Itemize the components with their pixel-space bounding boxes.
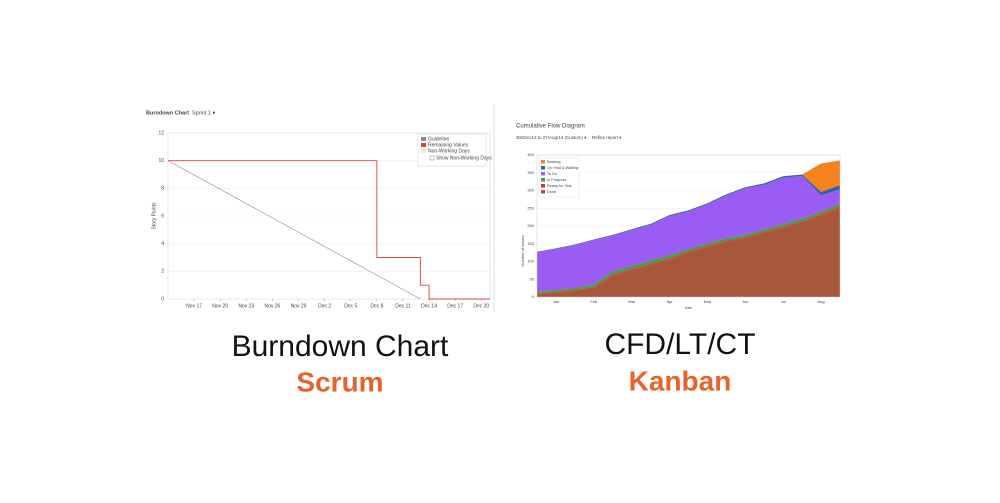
series-line <box>167 160 421 300</box>
legend-box <box>538 157 580 198</box>
y-tick-label: 2 <box>161 269 164 275</box>
x-tick-label: Aug <box>818 299 825 304</box>
legend-label: Remaining Values <box>428 142 469 148</box>
y-tick-label: 6 <box>161 213 164 219</box>
area-series <box>537 175 840 292</box>
x-tick-label: Mar <box>628 299 636 304</box>
y-axis-label: Story Points <box>151 202 157 229</box>
sprint-selector: Sprint 1 ▾ <box>192 110 215 116</box>
legend-label: Backlog <box>547 160 561 164</box>
legend-label: In Progress <box>547 178 567 182</box>
legend-label: Done <box>547 190 556 194</box>
caption-title: CFD/LT/CT <box>604 328 755 361</box>
legend-label: Ready for Test <box>547 184 572 188</box>
legend-swatch <box>541 160 545 164</box>
x-tick-label: Apr <box>666 299 673 304</box>
x-tick-label: Nov 20 <box>212 303 228 309</box>
legend-swatch <box>541 166 545 170</box>
x-tick-label: Nov 23 <box>238 303 254 309</box>
y-tick-label: 150 <box>527 241 534 246</box>
refine-report[interactable]: Refine report ▾ <box>592 135 622 140</box>
x-tick-label: Dec 8 <box>370 303 383 309</box>
x-tick-label: Nov 26 <box>265 303 281 309</box>
y-tick-label: 0 <box>532 294 535 299</box>
checkbox[interactable] <box>429 155 435 161</box>
y-tick-label: 100 <box>527 259 534 264</box>
toggle-label[interactable]: Show Non-Working Days <box>436 155 492 161</box>
x-tick-label: Jan <box>553 299 559 304</box>
y-tick-label: 200 <box>527 223 534 228</box>
caption-subtitle: Scrum <box>296 366 383 397</box>
legend-swatch <box>421 143 426 147</box>
legend-swatch <box>421 137 426 141</box>
legend-label: On Hold & Waiting <box>547 166 578 170</box>
caption-subtitle: Kanban <box>629 365 732 396</box>
y-tick-label: 400 <box>527 152 534 157</box>
y-tick-label: 10 <box>158 158 164 164</box>
x-tick-label: Nov 29 <box>291 303 307 309</box>
x-tick-label: Dec 17 <box>447 303 463 309</box>
y-tick-label: 12 <box>158 130 164 136</box>
y-axis-label: Number of issues <box>520 235 525 266</box>
x-tick-label: Dec 20 <box>473 303 489 309</box>
y-tick-label: 50 <box>530 276 535 281</box>
legend-box <box>417 133 487 167</box>
y-tick-label: 0 <box>161 296 164 302</box>
y-tick-label: 250 <box>527 205 534 210</box>
legend-swatch <box>541 184 545 188</box>
x-tick-label: Dec 11 <box>395 303 411 309</box>
series-line <box>168 160 490 300</box>
legend-label: Non-Working Days <box>428 148 470 154</box>
legend-label: Guideline <box>428 136 449 142</box>
date-selector[interactable]: 30/Dec/13 to 27/Aug/14 (Custom) ▾ <box>516 135 587 140</box>
x-tick-label: Dec 14 <box>421 303 437 309</box>
x-tick-label: Dec 5 <box>344 303 357 309</box>
y-tick-label: 4 <box>161 241 164 247</box>
x-tick-label: Feb <box>590 299 598 304</box>
x-tick-label: May <box>704 299 712 304</box>
chart-title: Burndown Chart <box>146 110 189 116</box>
legend-swatch <box>541 190 545 194</box>
y-tick-label: 8 <box>161 186 164 192</box>
legend-swatch <box>421 149 426 153</box>
x-tick-label: Jun <box>742 299 748 304</box>
x-tick-label: Jul <box>781 299 786 304</box>
legend-label: To Do <box>547 172 557 176</box>
x-axis-label: Date <box>685 306 692 310</box>
chart-title: Cumulative Flow Diagram <box>516 124 585 130</box>
plot-frame <box>536 154 841 298</box>
area-series <box>537 174 840 253</box>
caption-title: Burndown Chart <box>232 330 449 363</box>
x-tick-label: Dec 2 <box>318 303 331 309</box>
legend-swatch <box>541 172 545 176</box>
x-tick-label: Nov 17 <box>186 303 202 309</box>
legend-swatch <box>541 178 545 182</box>
y-tick-label: 350 <box>527 170 534 175</box>
y-tick-label: 300 <box>527 188 534 193</box>
